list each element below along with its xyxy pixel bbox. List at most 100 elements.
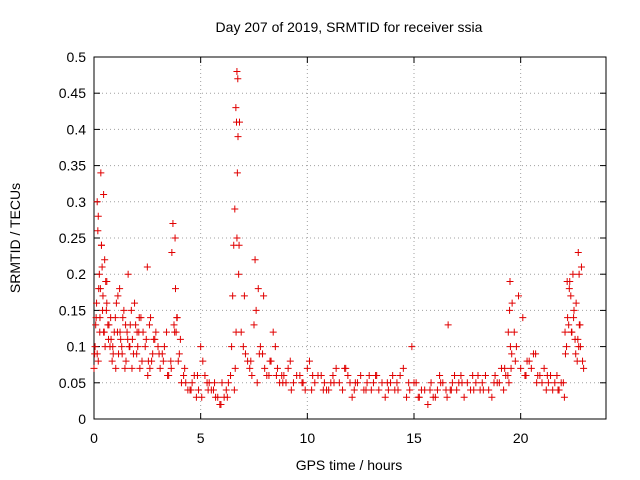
data-point-marker <box>118 343 126 351</box>
y-tick-label: 0.3 <box>67 194 87 210</box>
data-point-marker <box>488 393 496 401</box>
data-point-marker <box>211 379 219 387</box>
data-point-marker <box>231 205 239 213</box>
data-point-marker <box>536 372 544 380</box>
data-points <box>90 67 588 409</box>
data-point-marker <box>357 372 365 380</box>
data-point-marker <box>448 379 456 387</box>
data-point-marker <box>415 393 423 401</box>
y-tick-label: 0.4 <box>67 121 87 137</box>
y-tick-labels: 0 0.05 0.1 0.15 0.2 0.25 0.3 0.35 0.4 0.45 0.5 <box>59 49 86 427</box>
data-point-marker <box>280 372 288 380</box>
data-point-marker <box>144 357 152 365</box>
data-point-marker <box>108 357 116 365</box>
data-point-marker <box>154 343 162 351</box>
data-point-marker <box>94 357 102 365</box>
data-point-marker <box>121 364 129 372</box>
data-point-marker <box>133 328 141 336</box>
data-point-marker <box>506 343 514 351</box>
data-point-marker <box>447 386 455 394</box>
data-point-marker <box>572 299 580 307</box>
data-point-marker <box>116 285 124 293</box>
data-point-marker <box>451 372 459 380</box>
data-point-marker <box>122 357 130 365</box>
data-point-marker <box>117 335 125 343</box>
x-tick-label: 15 <box>406 430 422 446</box>
data-point-marker <box>273 364 281 372</box>
data-point-marker <box>233 67 241 75</box>
data-point-marker <box>574 335 582 343</box>
y-tick-label: 0.1 <box>67 339 87 355</box>
data-point-marker <box>263 372 271 380</box>
data-point-marker <box>580 364 588 372</box>
data-point-marker <box>405 379 413 387</box>
data-point-marker <box>247 357 255 365</box>
data-point-marker <box>266 357 274 365</box>
data-point-marker <box>289 379 297 387</box>
data-point-marker <box>151 335 159 343</box>
data-point-marker <box>369 379 377 387</box>
data-point-marker <box>228 343 236 351</box>
data-point-marker <box>261 364 269 372</box>
data-point-marker <box>577 263 585 271</box>
data-point-marker <box>373 372 381 380</box>
data-point-marker <box>575 343 583 351</box>
data-point-marker <box>508 350 516 358</box>
data-point-marker <box>203 379 211 387</box>
data-point-marker <box>129 350 137 358</box>
data-point-marker <box>97 241 105 249</box>
x-tick-label: 0 <box>90 430 98 446</box>
data-point-marker <box>230 386 238 394</box>
data-point-marker <box>104 321 112 329</box>
y-axis-label: SRMTID / TECUs <box>7 183 23 293</box>
data-point-marker <box>329 372 337 380</box>
data-point-marker <box>511 357 519 365</box>
data-point-marker <box>197 343 205 351</box>
data-point-marker <box>271 343 279 351</box>
data-point-marker <box>182 379 190 387</box>
data-point-marker <box>91 343 99 351</box>
data-point-marker <box>478 379 486 387</box>
data-point-marker <box>169 220 177 228</box>
data-point-marker <box>490 379 498 387</box>
data-point-marker <box>212 393 220 401</box>
data-point-marker <box>408 343 416 351</box>
data-point-marker <box>174 357 182 365</box>
data-point-marker <box>227 372 235 380</box>
data-point-marker <box>234 133 242 141</box>
data-point-marker <box>570 306 578 314</box>
data-point-marker <box>505 379 513 387</box>
data-point-marker <box>231 364 239 372</box>
data-point-marker <box>458 379 466 387</box>
data-point-marker <box>573 357 581 365</box>
data-point-marker <box>248 372 256 380</box>
data-point-marker <box>393 379 401 387</box>
data-point-marker <box>319 386 327 394</box>
x-tick-labels: 0 5 10 15 20 <box>90 430 529 446</box>
data-point-marker <box>170 321 178 329</box>
data-point-marker <box>381 393 389 401</box>
data-point-marker <box>195 386 203 394</box>
data-point-marker <box>188 379 196 387</box>
data-point-marker <box>512 343 520 351</box>
data-point-marker <box>168 248 176 256</box>
data-point-marker <box>344 372 352 380</box>
data-point-marker <box>93 299 101 307</box>
data-point-marker <box>145 321 153 329</box>
grid-lines <box>94 57 606 419</box>
data-point-marker <box>128 364 136 372</box>
data-point-marker <box>543 372 551 380</box>
data-point-marker <box>223 393 231 401</box>
data-point-marker <box>506 277 514 285</box>
y-tick-label: 0.15 <box>59 302 86 318</box>
x-tick-label: 20 <box>513 430 529 446</box>
data-point-marker <box>144 372 152 380</box>
data-point-marker <box>298 379 306 387</box>
data-point-marker <box>320 379 328 387</box>
data-point-marker <box>443 393 451 401</box>
data-point-marker <box>224 379 232 387</box>
data-point-marker <box>365 372 373 380</box>
data-point-marker <box>375 386 383 394</box>
data-point-marker <box>252 306 260 314</box>
data-point-marker <box>181 364 189 372</box>
